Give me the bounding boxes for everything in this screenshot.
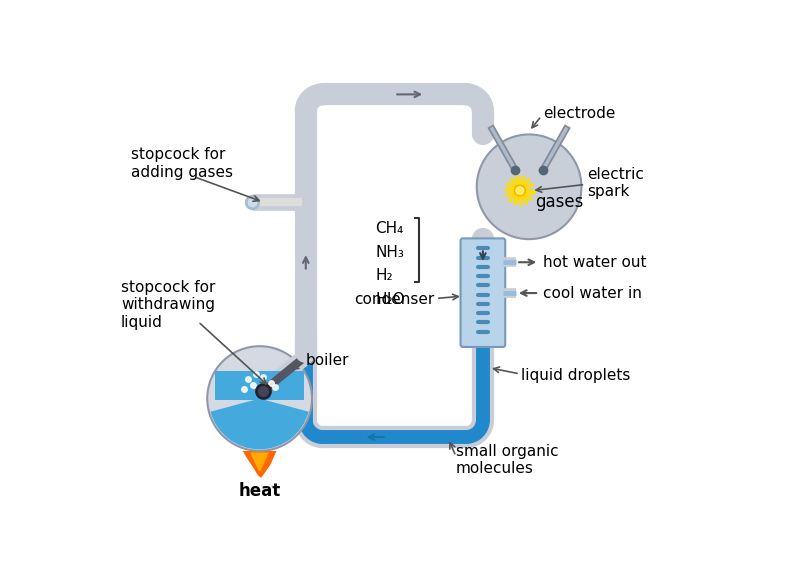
Text: small organic
molecules: small organic molecules [456,444,559,477]
Wedge shape [211,398,309,450]
FancyBboxPatch shape [460,238,505,347]
Text: CH₄
NH₃
H₂
H₂O: CH₄ NH₃ H₂ H₂O [375,221,405,307]
Circle shape [476,134,582,239]
Polygon shape [251,452,269,471]
Text: electric
spark: electric spark [587,167,644,199]
Text: cool water in: cool water in [543,285,642,301]
Text: liquid droplets: liquid droplets [521,368,630,383]
Circle shape [515,185,525,196]
Text: heat: heat [239,482,281,500]
Polygon shape [243,451,277,478]
Text: electrode: electrode [543,106,615,121]
Text: stopcock for
withdrawing
liquid: stopcock for withdrawing liquid [121,280,215,329]
Circle shape [207,346,312,451]
Text: stopcock for
adding gases: stopcock for adding gases [131,147,233,180]
Text: boiler: boiler [306,352,350,368]
Text: condenser: condenser [354,292,434,307]
Text: hot water out: hot water out [543,255,646,270]
Text: gases: gases [535,193,583,211]
FancyBboxPatch shape [215,371,304,400]
